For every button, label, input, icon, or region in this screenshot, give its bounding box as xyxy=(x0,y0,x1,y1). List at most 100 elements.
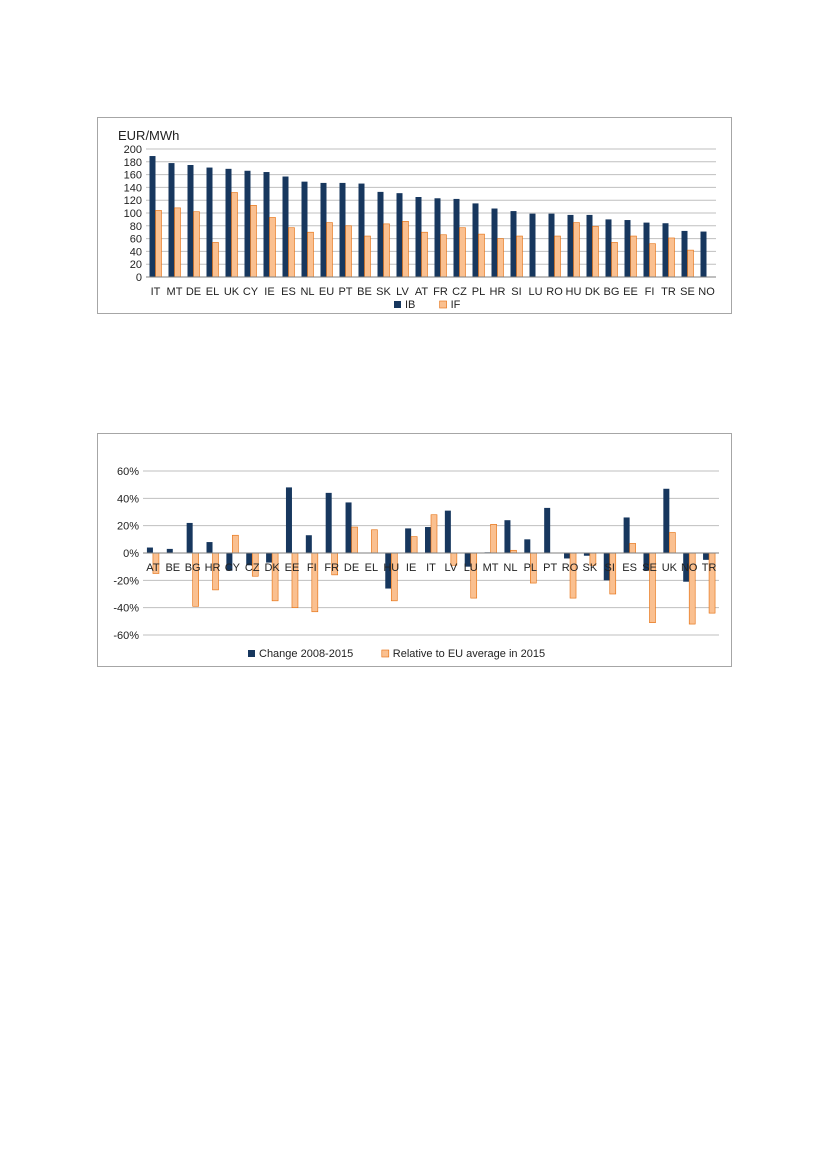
bar-if-at xyxy=(421,231,428,278)
legend-label: Change 2008-2015 xyxy=(259,648,353,660)
bar-ib-fr xyxy=(434,198,441,277)
x-tick-label: LU xyxy=(528,286,542,298)
x-tick-label: IE xyxy=(406,562,416,574)
bar-ib-nl xyxy=(301,181,308,277)
bar-ib-mt xyxy=(168,163,175,277)
chart-eur-mwh: 0 20 40 60 80 100 120 140 160 180 200 IT MT DE EL UK CY I… xyxy=(97,117,732,314)
chart-percent-change: -60% -40% -20% 0% 20% 40% 60% AT BE BG HR CY CZ DK EE F… xyxy=(97,433,732,667)
x-tick-label: PL xyxy=(472,286,485,298)
bar-if-de xyxy=(193,211,200,278)
bar-change-2008-2015-lv xyxy=(444,510,451,553)
bar-change-2008-2015-no xyxy=(683,553,690,582)
y-tick-label: 0 xyxy=(136,272,142,284)
x-tick-label: FR xyxy=(433,286,448,298)
legend-label: IB xyxy=(405,299,415,311)
x-tick-label: ES xyxy=(281,286,296,298)
x-tick-label: RO xyxy=(562,562,579,574)
bar-relative-to-eu-average-in-2015-hu xyxy=(390,552,398,602)
bar-change-2008-2015-ee xyxy=(285,487,292,553)
x-tick-label: LV xyxy=(396,286,409,298)
bar-change-2008-2015-lu xyxy=(464,553,471,567)
bar-ib-ie xyxy=(263,172,270,277)
x-tick-label: UK xyxy=(224,286,240,298)
bar-ib-hu xyxy=(567,214,574,277)
bar-change-2008-2015-nl xyxy=(504,520,511,553)
y-tick-label: 60 xyxy=(130,234,142,246)
bar-ib-el xyxy=(206,167,213,277)
chart-percent-change-svg: -60% -40% -20% 0% 20% 40% 60% AT BE BG HR CY CZ DK EE F… xyxy=(113,466,719,660)
bar-ib-at xyxy=(415,197,422,277)
bar-if-ie xyxy=(269,217,276,278)
bar-if-hr xyxy=(497,238,504,278)
bar-ib-de xyxy=(187,165,194,277)
bar-change-2008-2015-sk xyxy=(583,553,590,556)
x-tick-label: ES xyxy=(622,562,637,574)
y-tick-label: 0% xyxy=(123,548,139,560)
x-tick-label: HR xyxy=(490,286,506,298)
bar-ib-lv xyxy=(396,193,403,277)
bar-if-it xyxy=(155,210,162,278)
bar-change-2008-2015-de xyxy=(345,502,352,553)
bar-change-2008-2015-pl xyxy=(524,539,531,553)
y-tick-label: 200 xyxy=(124,144,142,156)
bar-if-uk xyxy=(231,192,238,278)
bar-relative-to-eu-average-in-2015-mt xyxy=(490,524,497,554)
bar-change-2008-2015-ro xyxy=(564,553,571,559)
x-tick-label: UK xyxy=(662,562,678,574)
bar-if-cy xyxy=(250,205,257,278)
x-tick-label: MT xyxy=(167,286,183,298)
bar-if-tr xyxy=(668,237,675,278)
x-tick-label: FI xyxy=(307,562,317,574)
x-tick-label: HR xyxy=(205,562,221,574)
bar-ib-cz xyxy=(453,198,460,277)
bar-if-lv xyxy=(402,221,409,278)
bar-if-mt xyxy=(174,207,181,278)
x-tick-label: AT xyxy=(415,286,429,298)
x-tick-label: CY xyxy=(243,286,259,298)
y-tick-label: -60% xyxy=(113,630,139,642)
bar-relative-to-eu-average-in-2015-es xyxy=(629,543,636,554)
x-tick-label: EL xyxy=(365,562,378,574)
bar-if-es xyxy=(288,227,295,278)
bar-relative-to-eu-average-in-2015-lu xyxy=(470,552,478,599)
x-tick-label: LV xyxy=(445,562,458,574)
x-tick-label: CZ xyxy=(245,562,260,574)
bar-change-2008-2015-se xyxy=(643,553,650,571)
x-tick-label: SI xyxy=(605,562,615,574)
x-tick-label: DK xyxy=(585,286,601,298)
bar-if-fr xyxy=(440,234,447,278)
bar-if-bg xyxy=(611,242,618,278)
bar-change-2008-2015-hr xyxy=(206,542,213,553)
bar-if-pt xyxy=(345,225,352,278)
x-tick-label: SK xyxy=(376,286,391,298)
x-tick-label: NL xyxy=(503,562,517,574)
x-tick-label: NL xyxy=(300,286,314,298)
bar-relative-to-eu-average-in-2015-el xyxy=(371,529,378,554)
x-tick-label: EU xyxy=(319,286,334,298)
bar-ib-se xyxy=(681,230,688,277)
bar-relative-to-eu-average-in-2015-dk xyxy=(271,552,279,602)
bar-ib-ee xyxy=(624,220,631,277)
bar-relative-to-eu-average-in-2015-bg xyxy=(192,552,199,607)
bar-change-2008-2015-fr xyxy=(325,492,332,553)
bar-ib-bg xyxy=(605,219,612,277)
y-tick-label: 100 xyxy=(124,208,142,220)
bar-ib-fi xyxy=(643,222,650,277)
y-tick-label: 80 xyxy=(130,221,142,233)
x-tick-label: SE xyxy=(642,562,657,574)
bar-ib-it xyxy=(149,156,156,277)
bar-change-2008-2015-it xyxy=(425,527,431,553)
bar-if-hu xyxy=(573,222,580,278)
bar-change-2008-2015-be xyxy=(166,548,173,553)
bar-change-2008-2015-bg xyxy=(186,522,193,553)
y-tick-label: 60% xyxy=(117,466,139,478)
bar-change-2008-2015-at xyxy=(146,547,153,553)
x-tick-label: DE xyxy=(186,286,201,298)
x-tick-label: CY xyxy=(225,562,241,574)
bar-change-2008-2015-uk xyxy=(663,488,670,553)
bar-if-sk xyxy=(383,223,390,278)
bar-if-se xyxy=(687,249,694,278)
bar-ib-lu xyxy=(529,213,536,277)
bar-relative-to-eu-average-in-2015-ie xyxy=(410,536,418,554)
x-tick-label: BE xyxy=(165,562,180,574)
